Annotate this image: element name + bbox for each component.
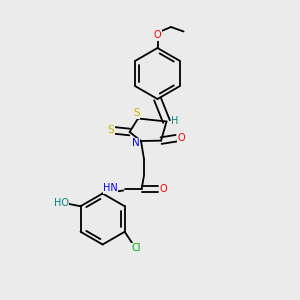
Text: H: H xyxy=(171,116,178,126)
Text: S: S xyxy=(133,108,140,118)
Text: O: O xyxy=(159,184,167,194)
Text: HO: HO xyxy=(53,198,68,208)
Text: S: S xyxy=(107,125,114,135)
Text: N: N xyxy=(132,138,140,148)
Text: Cl: Cl xyxy=(131,243,141,253)
Text: O: O xyxy=(177,133,185,142)
Text: HN: HN xyxy=(103,183,118,194)
Text: O: O xyxy=(154,30,161,40)
